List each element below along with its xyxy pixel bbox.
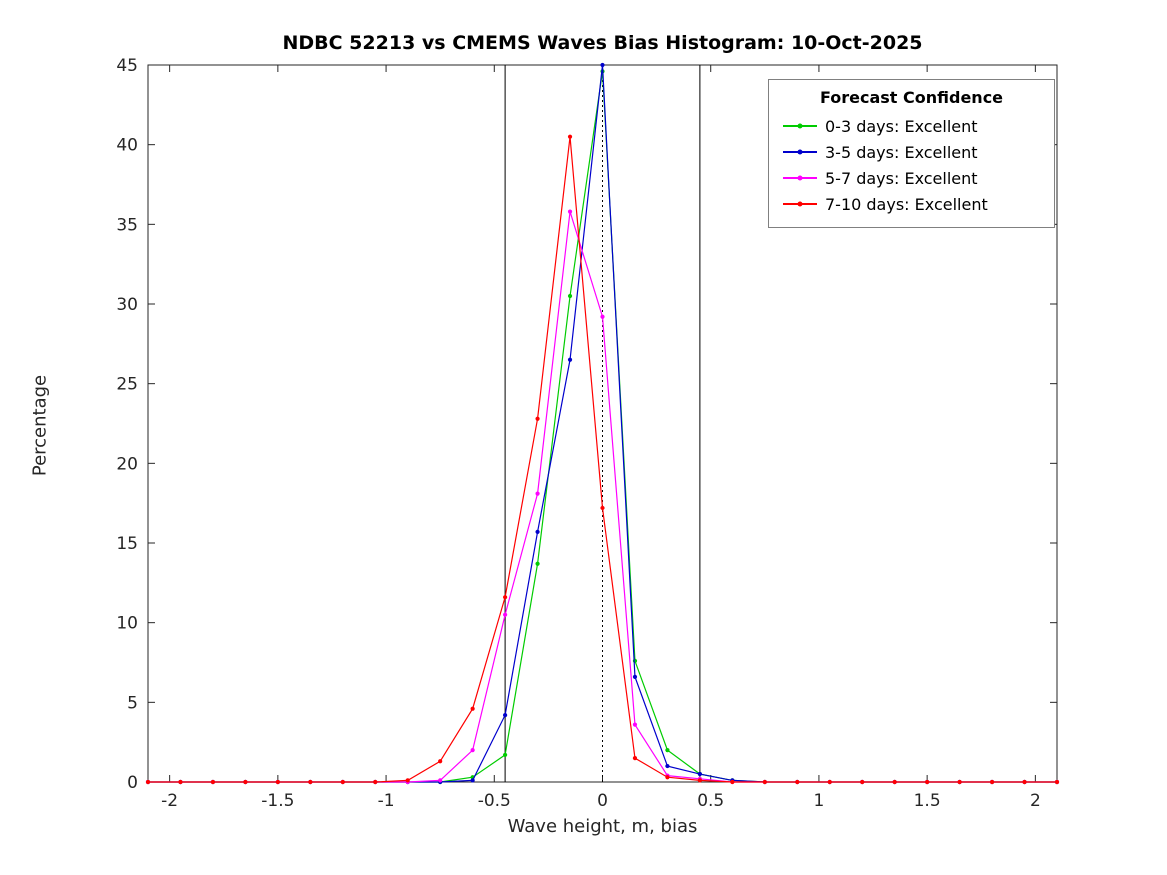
svg-text:30: 30 — [116, 295, 138, 315]
legend-line-marker-icon — [783, 201, 817, 207]
chart-title: NDBC 52213 vs CMEMS Waves Bias Histogram… — [282, 32, 923, 54]
legend-entry-label: 0-3 days: Excellent — [825, 116, 978, 136]
svg-text:5: 5 — [127, 693, 138, 713]
svg-text:2: 2 — [1030, 791, 1041, 811]
legend-entry-label: 5-7 days: Excellent — [825, 168, 978, 188]
svg-text:-1: -1 — [378, 791, 395, 811]
svg-text:15: 15 — [116, 534, 138, 554]
svg-text:40: 40 — [116, 136, 138, 156]
svg-text:20: 20 — [116, 454, 138, 474]
legend: Forecast Confidence 0-3 days: Excellent 3… — [768, 79, 1055, 228]
svg-text:-2: -2 — [161, 791, 178, 811]
legend-entry: 0-3 days: Excellent — [779, 113, 1044, 139]
legend-line-marker-icon — [783, 149, 817, 155]
legend-title: Forecast Confidence — [819, 88, 1004, 107]
legend-entry: 5-7 days: Excellent — [779, 165, 1044, 191]
legend-entry-label: 3-5 days: Excellent — [825, 142, 978, 162]
svg-text:-1.5: -1.5 — [261, 791, 294, 811]
svg-text:35: 35 — [116, 215, 138, 235]
svg-text:1.5: 1.5 — [914, 791, 941, 811]
svg-text:0: 0 — [127, 773, 138, 793]
svg-text:1: 1 — [814, 791, 825, 811]
svg-text:-0.5: -0.5 — [478, 791, 511, 811]
legend-entry-label: 7-10 days: Excellent — [825, 194, 988, 214]
svg-text:0: 0 — [597, 791, 608, 811]
svg-text:10: 10 — [116, 614, 138, 634]
svg-text:25: 25 — [116, 375, 138, 395]
legend-entry: 3-5 days: Excellent — [779, 139, 1044, 165]
svg-text:45: 45 — [116, 56, 138, 76]
legend-entry: 7-10 days: Excellent — [779, 191, 1044, 217]
svg-text:0.5: 0.5 — [697, 791, 724, 811]
legend-entries: 0-3 days: Excellent 3-5 days: Excellent 5-… — [779, 113, 1044, 217]
legend-line-marker-icon — [783, 123, 817, 129]
y-axis-label: Percentage — [29, 374, 51, 477]
legend-line-marker-icon — [783, 175, 817, 181]
x-axis-label: Wave height, m, bias — [507, 816, 698, 837]
